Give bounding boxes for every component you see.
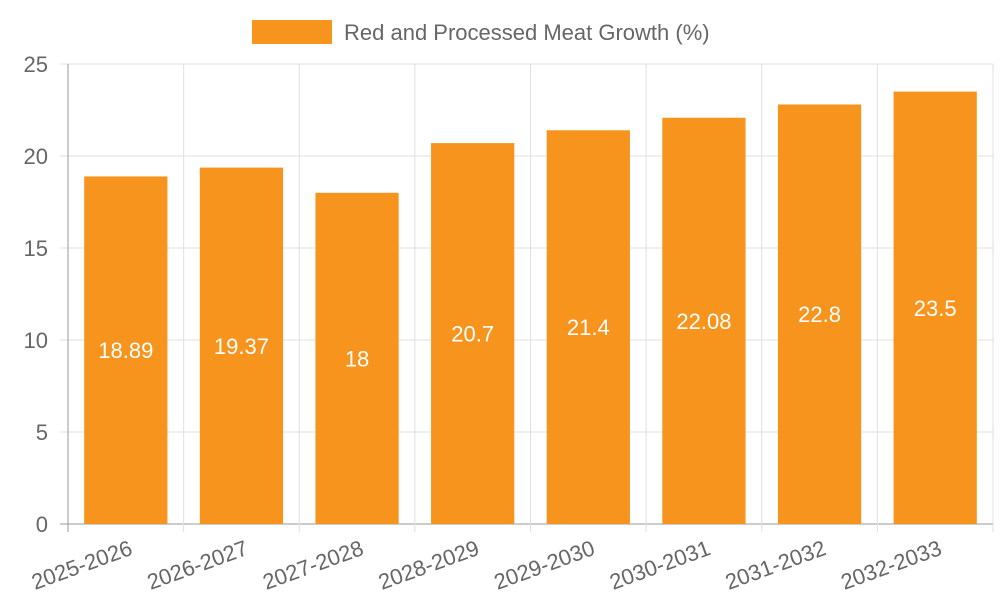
x-tick-label: 2027-2028 (259, 535, 366, 594)
x-tick-label: 2030-2031 (606, 535, 713, 594)
data-labels: 18.89 19.37 18 20.7 21.4 22.08 22.8 23.5 (98, 296, 956, 372)
bar[interactable] (893, 91, 977, 524)
bar[interactable] (662, 117, 746, 524)
x-tick-label: 2025-2026 (28, 535, 135, 594)
data-label: 23.5 (914, 296, 957, 321)
y-tick-label: 0 (36, 512, 48, 537)
x-tick-label: 2029-2030 (491, 535, 598, 594)
data-label: 20.7 (451, 322, 494, 347)
legend[interactable]: Red and Processed Meat Growth (%) (252, 20, 710, 45)
bars (84, 91, 977, 525)
bar[interactable] (199, 167, 284, 525)
y-tick-label: 10 (24, 328, 48, 353)
x-tick-label: 2032-2033 (837, 535, 944, 594)
legend-swatch[interactable] (252, 20, 332, 44)
y-tick-label: 25 (24, 52, 48, 77)
data-label: 18 (345, 346, 369, 371)
legend-label[interactable]: Red and Processed Meat Growth (%) (344, 20, 710, 45)
y-tick-label: 15 (24, 236, 48, 261)
data-label: 22.08 (676, 309, 731, 334)
x-tick-label: 2031-2032 (722, 535, 829, 594)
data-label: 18.89 (98, 338, 153, 363)
x-tick-label: 2026-2027 (144, 535, 251, 594)
bar[interactable] (315, 192, 399, 525)
x-tick-label: 2028-2029 (375, 535, 482, 594)
bar[interactable] (84, 176, 168, 524)
bar[interactable] (777, 104, 862, 524)
data-label: 22.8 (798, 302, 841, 327)
data-label: 21.4 (567, 315, 610, 340)
bar[interactable] (431, 143, 515, 524)
bar[interactable] (546, 130, 630, 525)
y-tick-label: 20 (24, 144, 48, 169)
data-label: 19.37 (214, 334, 269, 359)
y-tick-label: 5 (36, 420, 48, 445)
